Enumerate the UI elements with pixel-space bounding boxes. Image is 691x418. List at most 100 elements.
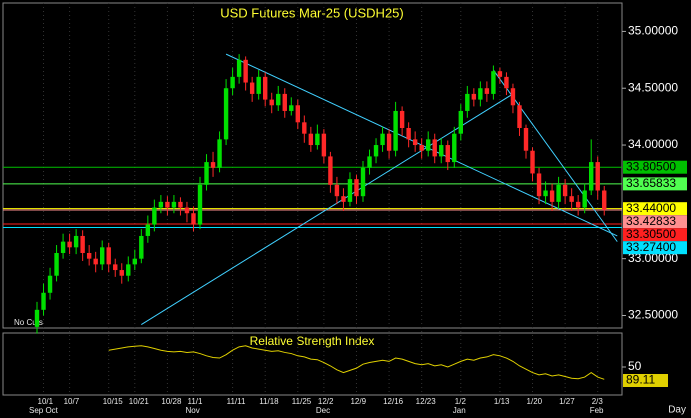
candle-body xyxy=(465,93,470,111)
month-label: Nov xyxy=(185,406,199,415)
candle-body xyxy=(432,139,437,157)
price-level-box xyxy=(623,202,687,216)
candle-body xyxy=(100,247,105,265)
candle-body xyxy=(419,145,424,151)
candle-body xyxy=(452,133,457,163)
candle-body xyxy=(132,258,137,265)
candle-body xyxy=(373,145,379,157)
x-tick-label: 12/2 xyxy=(318,397,334,406)
candle-body xyxy=(543,190,548,197)
candle-body xyxy=(217,139,222,168)
candle-body xyxy=(119,270,124,276)
candle-body xyxy=(478,88,483,100)
month-label: Sep Oct xyxy=(29,406,59,415)
x-tick-label: 11/11 xyxy=(227,397,246,406)
candle-body xyxy=(67,241,72,248)
price-level-label: 33.42833 xyxy=(626,214,676,228)
x-tick-label: 1/2 xyxy=(455,397,467,406)
rsi-panel xyxy=(2,332,623,396)
candle-body xyxy=(589,162,594,191)
x-tick-label: 10/28 xyxy=(161,397,182,406)
candle-body xyxy=(249,82,255,94)
candle-body xyxy=(302,122,307,134)
candle-body xyxy=(321,133,327,157)
price-panel xyxy=(2,2,623,329)
price-level-box xyxy=(623,177,687,191)
candle-body xyxy=(523,128,529,151)
candle-body xyxy=(152,207,157,225)
y-tick-label: 35.00000 xyxy=(628,24,678,38)
candle-body xyxy=(223,88,229,140)
candle-body xyxy=(295,105,300,123)
y-tick-label: 34.00000 xyxy=(628,137,678,151)
trendline xyxy=(141,93,514,326)
price-level-box xyxy=(623,228,687,242)
candle-body xyxy=(602,190,607,210)
candle-body xyxy=(263,76,268,100)
candle-body xyxy=(445,145,450,163)
candle-body xyxy=(158,201,164,208)
candle-body xyxy=(256,76,261,94)
candle-body xyxy=(236,59,242,77)
candle-body xyxy=(517,105,522,128)
x-tick-label: 1/20 xyxy=(527,397,543,406)
price-level-label: 33.80500 xyxy=(626,159,676,173)
candle-body xyxy=(184,207,190,214)
price-level-box xyxy=(623,160,687,174)
candle-body xyxy=(328,156,333,185)
candle-body xyxy=(399,110,405,128)
chart-title: USD Futures Mar-25 (USDH25) xyxy=(220,5,404,20)
x-tick-label: 10/21 xyxy=(129,397,150,406)
month-label: Feb xyxy=(590,406,604,415)
candle-body xyxy=(491,71,496,94)
note: No Cuts xyxy=(14,318,43,327)
candle-body xyxy=(354,179,359,197)
candle-body xyxy=(60,241,66,253)
price-level-label: 33.65833 xyxy=(626,176,676,190)
x-tick-label: 11/18 xyxy=(259,397,279,406)
period: Day xyxy=(668,405,686,416)
candle-body xyxy=(549,190,555,202)
candle-body xyxy=(575,201,581,208)
x-tick-label: 11/1 xyxy=(187,397,203,406)
candle-body xyxy=(439,145,444,157)
candle-body xyxy=(315,133,320,146)
candle-body xyxy=(191,213,196,225)
candle-body xyxy=(562,184,568,197)
rsi-value-box xyxy=(623,374,668,387)
candle-body xyxy=(334,184,340,197)
candle-body xyxy=(139,235,144,259)
candle-body xyxy=(282,93,287,111)
x-tick-label: 1/27 xyxy=(559,397,575,406)
candle-body xyxy=(497,71,503,77)
x-tick-label: 12/9 xyxy=(350,397,366,406)
x-tick-label: 2/3 xyxy=(592,397,604,406)
candle-body xyxy=(458,110,463,134)
candle-body xyxy=(197,184,203,225)
candle-body xyxy=(93,258,98,265)
price-level-box xyxy=(623,241,687,255)
candle-body xyxy=(386,133,392,151)
candle-body xyxy=(510,88,516,106)
candle-body xyxy=(269,99,274,106)
candle-body xyxy=(86,253,92,259)
rsi-title: Relative Strength Index xyxy=(250,334,375,348)
price-level-label: 33.44000 xyxy=(626,201,676,215)
month-label: Dec xyxy=(316,406,330,415)
candle-body xyxy=(178,201,183,208)
candle-body xyxy=(145,224,151,236)
candle-body xyxy=(106,247,111,265)
candle-body xyxy=(308,133,314,146)
y-tick-label: 34.50000 xyxy=(628,80,678,94)
candle-body xyxy=(347,179,353,202)
candle-body xyxy=(341,196,346,202)
candle-body xyxy=(204,162,209,185)
rsi-line xyxy=(108,345,605,380)
candle-body xyxy=(412,139,418,146)
candle-body xyxy=(393,110,398,151)
candle-body xyxy=(360,167,366,197)
candle-body xyxy=(530,150,535,174)
candle-body xyxy=(113,264,118,271)
candle-body xyxy=(406,128,411,140)
